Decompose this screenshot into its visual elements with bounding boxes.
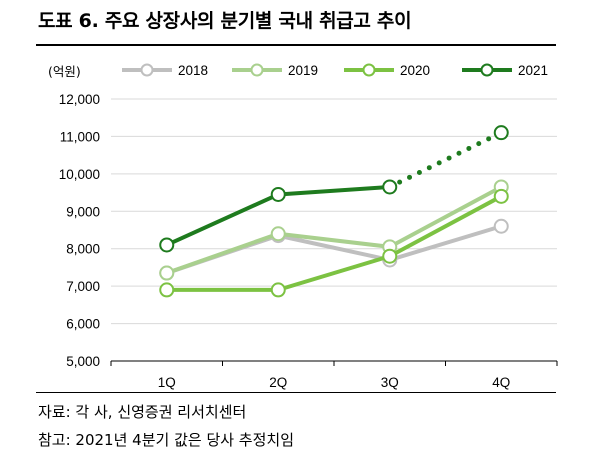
legend-label-2021: 2021 [518,63,548,78]
y-tick-label: 7,000 [66,279,100,294]
y-tick-label: 5,000 [66,354,100,369]
data-point-2018 [493,218,509,234]
legend-marker-2018 [140,63,154,77]
series-projection-2021 [387,130,504,190]
x-axis: 1Q 2Q 3Q 4Q [110,360,558,390]
y-tick-label: 8,000 [66,242,100,257]
data-point-2020 [493,188,509,204]
gridlines [111,98,557,362]
data-point-2020 [159,282,175,298]
series-group [159,125,509,298]
data-point-2020 [382,248,398,264]
legend-marker-2021 [480,63,494,77]
y-axis-ticks: 5,000 6,000 7,000 8,000 9,000 10,000 11,000 12,… [59,92,100,369]
legend-marker-2019 [250,63,264,77]
data-point-2021 [159,237,175,253]
y-tick-label: 12,000 [59,92,100,107]
remark-note: 참고: 2021년 4분기 값은 당사 추정치임 [38,431,295,449]
y-tick-label: 11,000 [60,129,100,144]
legend-label-2020: 2020 [400,63,430,78]
x-tick-label: 4Q [492,375,510,390]
x-tick-label: 1Q [158,375,176,390]
source-note: 자료: 각 사, 신영증권 리서치센터 [38,403,247,421]
data-point-2019 [270,226,286,242]
series-line-2020 [164,194,504,292]
footer-divider [36,392,556,393]
x-tick-label: 3Q [381,375,399,390]
line-chart: (억원) 2018 2019 2020 2021 5,000 6,000 7,000 8,0… [48,63,558,390]
title-divider [36,44,556,46]
legend: 2018 2019 2020 2021 [122,63,548,78]
data-point-2021 [382,179,398,195]
data-point-2021 [493,125,509,141]
y-unit-label: (억원) [48,64,81,79]
series-line-2018 [164,224,504,276]
legend-label-2018: 2018 [178,63,208,78]
legend-label-2019: 2019 [288,63,318,78]
data-point-2019 [159,265,175,281]
y-tick-label: 6,000 [66,317,100,332]
y-tick-label: 10,000 [59,167,100,182]
data-point-2021 [270,186,286,202]
x-tick-label: 2Q [269,375,287,390]
chart-title: 도표 6. 주요 상장사의 분기별 국내 취급고 추이 [38,10,412,32]
series-line-2019 [164,184,504,276]
y-tick-label: 9,000 [66,204,100,219]
legend-marker-2020 [362,63,376,77]
data-point-2020 [270,282,286,298]
